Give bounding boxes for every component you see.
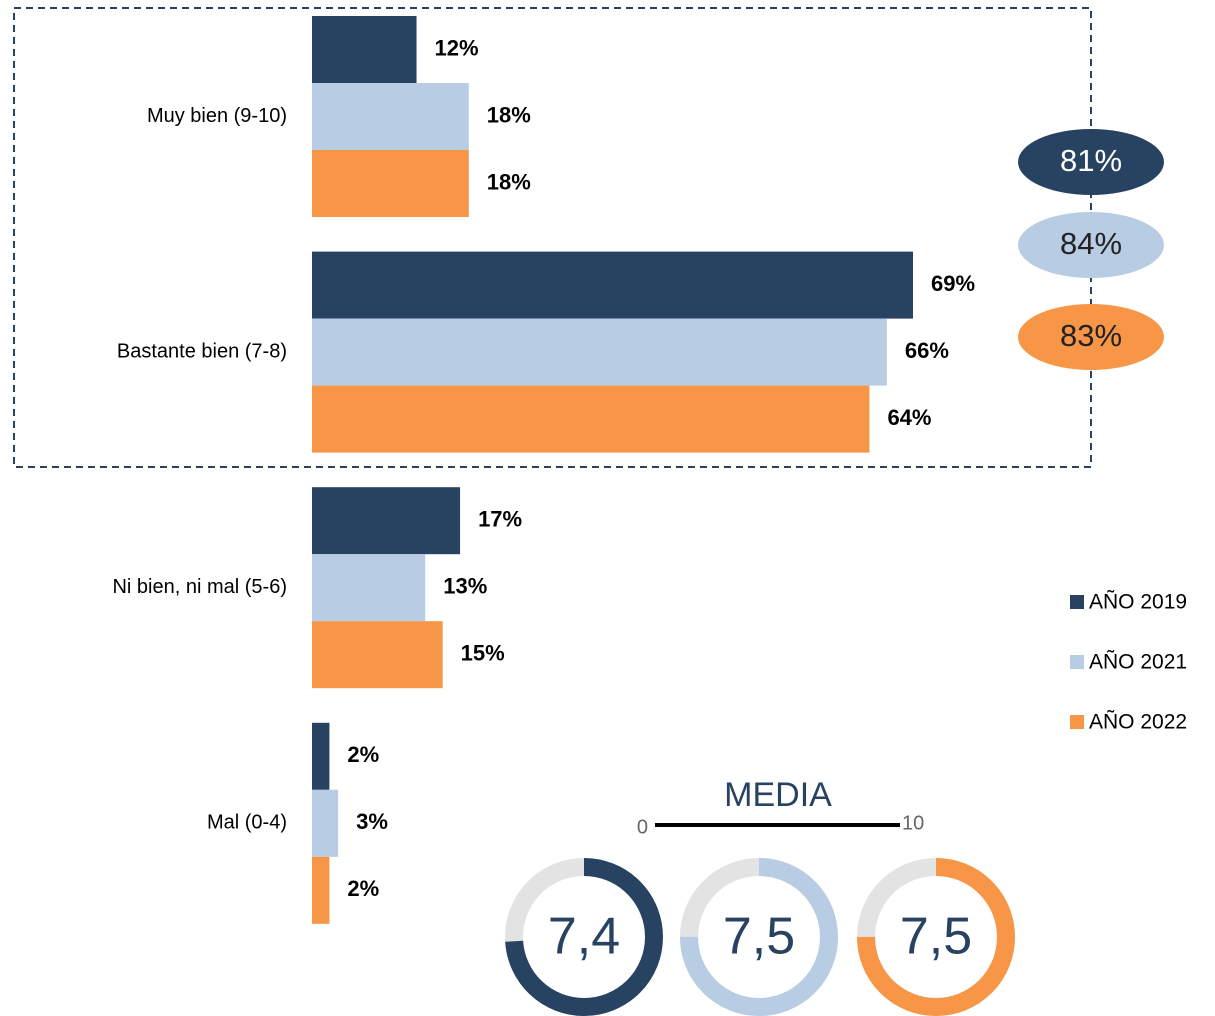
bar [312,621,443,689]
gauge-min: 0 [637,816,648,838]
value-label: 13% [443,574,487,599]
legend-label: AÑO 2019 [1089,590,1187,614]
bar [312,318,887,386]
summary-ellipse [1018,304,1164,370]
bar [312,789,339,857]
summary-label: 83% [1060,318,1122,353]
legend-swatch [1070,715,1084,729]
legend-swatch [1070,595,1084,609]
value-label: 64% [887,405,931,430]
value-label: 3% [356,809,388,834]
gauge-arc [857,858,1015,1016]
value-label: 18% [487,169,531,194]
bar [312,487,461,555]
bar [312,251,913,319]
gauge-value: 7,4 [548,908,620,966]
value-label: 12% [435,35,479,60]
summary-ellipse [1018,212,1164,278]
category-label: Bastante bien (7-8) [117,340,287,362]
legend-label: AÑO 2022 [1089,710,1187,734]
value-label: 69% [931,271,975,296]
category-label: Ni bien, ni mal (5-6) [112,576,287,598]
value-label: 2% [347,742,379,767]
value-label: 2% [347,876,379,901]
value-label: 18% [487,102,531,127]
category-label: Mal (0-4) [207,812,287,834]
gauge-arc [680,858,838,1016]
summary-ellipse [1018,129,1164,195]
value-label: 17% [478,507,522,532]
bar [312,385,870,453]
legend-swatch [1070,655,1084,669]
summary-label: 81% [1060,143,1122,178]
gauge-max: 10 [902,812,924,834]
gauge-value: 7,5 [900,908,972,966]
bar [312,722,330,790]
bar [312,150,469,217]
gauge-title: MEDIA [724,776,832,814]
value-label: 66% [905,338,949,363]
category-label: Muy bien (9-10) [147,105,287,127]
legend-label: AÑO 2021 [1089,650,1187,674]
summary-label: 84% [1060,226,1122,261]
gauge-arc [505,858,663,1016]
bar [312,856,330,924]
bar [312,554,426,622]
bar [312,83,469,150]
gauge-value: 7,5 [723,908,795,966]
bar [312,16,417,83]
value-label: 15% [461,641,505,666]
